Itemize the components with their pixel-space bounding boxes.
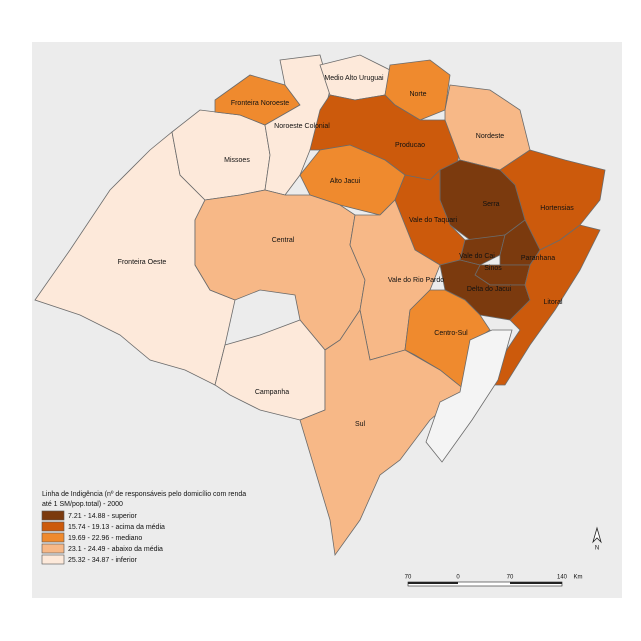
north-arrow-shape (592, 526, 602, 544)
legend-label: 15.74 - 19.13 - acima da média (68, 524, 165, 531)
legend-swatch (41, 543, 65, 554)
legend-label: 23.1 - 24.49 - abaixo da média (68, 546, 163, 553)
lagoa-dos-patos (425, 329, 513, 463)
region-label: Central (272, 237, 295, 244)
region-label: Nordeste (476, 133, 505, 140)
region-label: Litoral (543, 299, 563, 306)
region-label: Serra (482, 201, 499, 208)
scale-label: 140 (557, 575, 568, 581)
region-label: Sul (355, 421, 366, 428)
region-label: Vale do Rio Pardo (388, 277, 444, 284)
legend-swatch (41, 532, 65, 543)
region-label: Campanha (255, 389, 289, 396)
region-label: Producao (395, 142, 425, 149)
region-label: Noroeste Colonial (274, 123, 330, 130)
legend-title: até 1 SM/pop.total) - 2000 (42, 501, 123, 508)
region-label: Vale do Cai (459, 253, 495, 260)
region-label: Alto Jacui (330, 178, 361, 185)
legend-label: 25.32 - 34.87 - inferior (68, 557, 138, 564)
legend-swatch (41, 521, 65, 532)
region-label: Hortensias (540, 205, 574, 212)
region-label: Centro-Sul (434, 330, 468, 337)
scale-label: 70 (405, 575, 412, 581)
region-label: Sinos (484, 265, 502, 272)
region-label: Fronteira Oeste (118, 259, 167, 266)
scale-label: 70 (507, 575, 514, 581)
region-label: Fronteira Noroeste (231, 100, 289, 107)
legend-swatch (41, 554, 65, 565)
legend-label: 7.21 - 14.88 - superior (68, 513, 138, 520)
legend: Linha de Indigência (nº de responsáveis … (41, 491, 246, 565)
region (459, 234, 506, 266)
north-label: N (595, 546, 599, 552)
scale-unit: Km (574, 575, 583, 581)
region-label: Paranhana (521, 255, 555, 262)
north-arrow: N (592, 526, 602, 552)
legend-label: 19.69 - 22.96 - mediano (68, 535, 142, 542)
scale-bar-segment (408, 582, 458, 584)
scale-bar-segment (510, 582, 562, 584)
regions (34, 54, 606, 557)
region-labels: Fronteira Oeste Missoes Fronteira Noroeste… (118, 75, 575, 428)
region-label: Missoes (224, 157, 250, 164)
region (299, 308, 466, 557)
region-label: Delta do Jacui (467, 286, 512, 293)
scale-label: 0 (456, 575, 460, 581)
scale-bar: 70 0 70 140 Km (405, 575, 583, 587)
region-label: Norte (409, 91, 426, 98)
region-label: Medio Alto Uruguai (324, 75, 384, 82)
region-label: Vale do Taquari (409, 217, 457, 224)
legend-title: Linha de Indigência (nº de responsáveis … (42, 491, 246, 498)
legend-swatch (41, 510, 65, 521)
region (489, 224, 601, 386)
